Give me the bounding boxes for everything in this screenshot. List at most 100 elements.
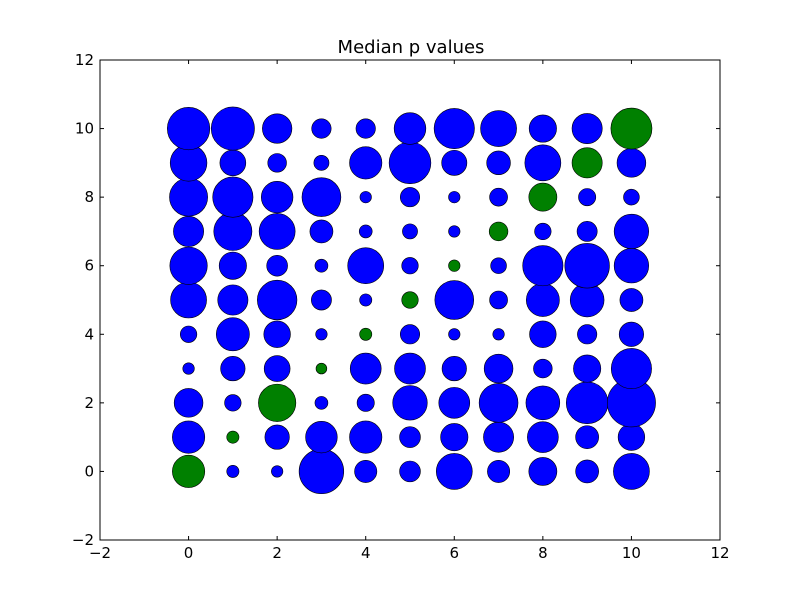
marker-point-9-9 xyxy=(571,147,603,179)
marker-point-5-1 xyxy=(399,426,421,448)
marker-point-0-0 xyxy=(172,454,206,488)
marker-point-9-4 xyxy=(577,324,598,345)
marker-point-1-10 xyxy=(210,106,255,151)
marker-point-6-5 xyxy=(434,280,475,320)
marker-point-5-4 xyxy=(399,324,421,345)
marker-point-3-3 xyxy=(315,362,328,375)
marker-point-8-5 xyxy=(525,283,560,317)
marker-point-8-6 xyxy=(522,245,564,287)
marker-point-3-10 xyxy=(311,118,332,139)
marker-point-5-5 xyxy=(401,291,419,309)
marker-point-9-8 xyxy=(578,188,597,207)
marker-point-2-1 xyxy=(264,424,290,450)
marker-point-1-9 xyxy=(219,149,247,177)
marker-point-8-2 xyxy=(525,385,561,421)
marker-point-2-7 xyxy=(258,213,296,250)
marker-point-10-0 xyxy=(613,453,650,490)
marker-point-10-10 xyxy=(610,107,653,150)
marker-point-0-8 xyxy=(169,177,208,217)
marker-point-7-3 xyxy=(483,353,514,384)
x-tick-label: 2 xyxy=(272,544,282,562)
marker-point-7-8 xyxy=(489,187,508,207)
marker-point-9-7 xyxy=(576,221,598,242)
marker-point-9-2 xyxy=(565,381,609,425)
marker-point-1-8 xyxy=(212,176,254,218)
marker-point-2-8 xyxy=(261,181,294,214)
marker-point-4-9 xyxy=(349,146,383,180)
marker-point-9-6 xyxy=(564,243,610,289)
marker-point-4-0 xyxy=(354,459,378,483)
y-tick-label: 8 xyxy=(84,188,94,206)
marker-point-6-4 xyxy=(448,328,461,341)
marker-point-6-6 xyxy=(448,259,461,272)
marker-point-4-6 xyxy=(347,247,385,285)
marker-point-4-5 xyxy=(359,293,373,307)
y-tick-label: 0 xyxy=(84,462,94,480)
marker-point-7-5 xyxy=(489,290,508,310)
marker-point-6-1 xyxy=(440,423,469,452)
marker-point-0-2 xyxy=(173,388,204,418)
marker-point-0-4 xyxy=(179,325,198,343)
marker-point-10-3 xyxy=(610,348,652,390)
marker-point-7-6 xyxy=(490,257,507,274)
marker-point-5-10 xyxy=(393,112,427,145)
x-tick-label: 8 xyxy=(538,544,548,562)
x-tick-label: 0 xyxy=(184,544,194,562)
marker-point-7-10 xyxy=(480,110,517,147)
marker-point-8-10 xyxy=(528,114,557,143)
marker-point-3-7 xyxy=(309,219,334,244)
marker-point-4-3 xyxy=(349,352,382,385)
marker-point-0-1 xyxy=(172,420,206,454)
marker-point-4-4 xyxy=(359,327,373,341)
x-tick-label: 10 xyxy=(622,544,641,562)
marker-point-7-2 xyxy=(478,383,519,423)
marker-point-10-9 xyxy=(616,148,647,178)
ticks-layer: −2 0 2 4 6 8 10 12 −2 0 2 4 6 8 10 12 xyxy=(72,51,730,562)
marker-point-1-7 xyxy=(213,212,253,251)
marker-point-2-6 xyxy=(266,254,288,277)
marker-point-2-5 xyxy=(257,279,298,321)
marker-point-2-0 xyxy=(271,465,284,478)
marker-point-8-3 xyxy=(533,358,553,379)
marker-point-8-9 xyxy=(524,144,562,182)
marker-point-8-4 xyxy=(529,320,557,348)
marker-point-7-9 xyxy=(486,150,511,176)
marker-point-1-0 xyxy=(226,465,240,478)
marker-point-7-7 xyxy=(488,221,509,242)
marker-point-5-2 xyxy=(392,385,428,421)
marker-point-2-3 xyxy=(263,355,291,382)
marker-point-5-9 xyxy=(388,141,432,185)
marker-point-1-5 xyxy=(217,284,249,316)
marker-point-5-6 xyxy=(401,257,419,275)
marker-point-10-1 xyxy=(617,423,646,451)
marker-point-0-3 xyxy=(182,362,195,375)
marker-point-0-6 xyxy=(169,246,208,285)
marker-point-3-2 xyxy=(314,396,329,410)
marker-point-6-9 xyxy=(441,149,468,176)
marker-point-1-4 xyxy=(215,317,250,352)
y-tick-label: 4 xyxy=(84,325,94,343)
marker-point-6-8 xyxy=(448,191,461,204)
y-tick-label: 6 xyxy=(84,257,94,275)
y-tick-label: 12 xyxy=(75,51,94,69)
marker-point-10-5 xyxy=(619,288,644,312)
marker-point-8-0 xyxy=(528,457,558,486)
marker-point-1-6 xyxy=(218,251,247,280)
marker-point-6-10 xyxy=(433,108,475,150)
marker-point-9-1 xyxy=(575,425,599,449)
marker-point-0-7 xyxy=(173,216,204,247)
marker-point-1-2 xyxy=(224,394,242,412)
marker-point-5-7 xyxy=(402,223,418,240)
marker-point-1-3 xyxy=(220,356,246,382)
marker-point-6-2 xyxy=(438,387,471,419)
axes-frame xyxy=(99,59,721,541)
marker-point-10-4 xyxy=(618,321,644,347)
marker-point-6-7 xyxy=(448,225,461,238)
marker-point-7-1 xyxy=(483,421,514,453)
marker-point-5-3 xyxy=(394,352,426,385)
marker-point-10-8 xyxy=(623,188,640,206)
marker-point-3-5 xyxy=(311,289,332,311)
marker-point-4-1 xyxy=(349,420,383,454)
x-tick-label: 6 xyxy=(450,544,460,562)
